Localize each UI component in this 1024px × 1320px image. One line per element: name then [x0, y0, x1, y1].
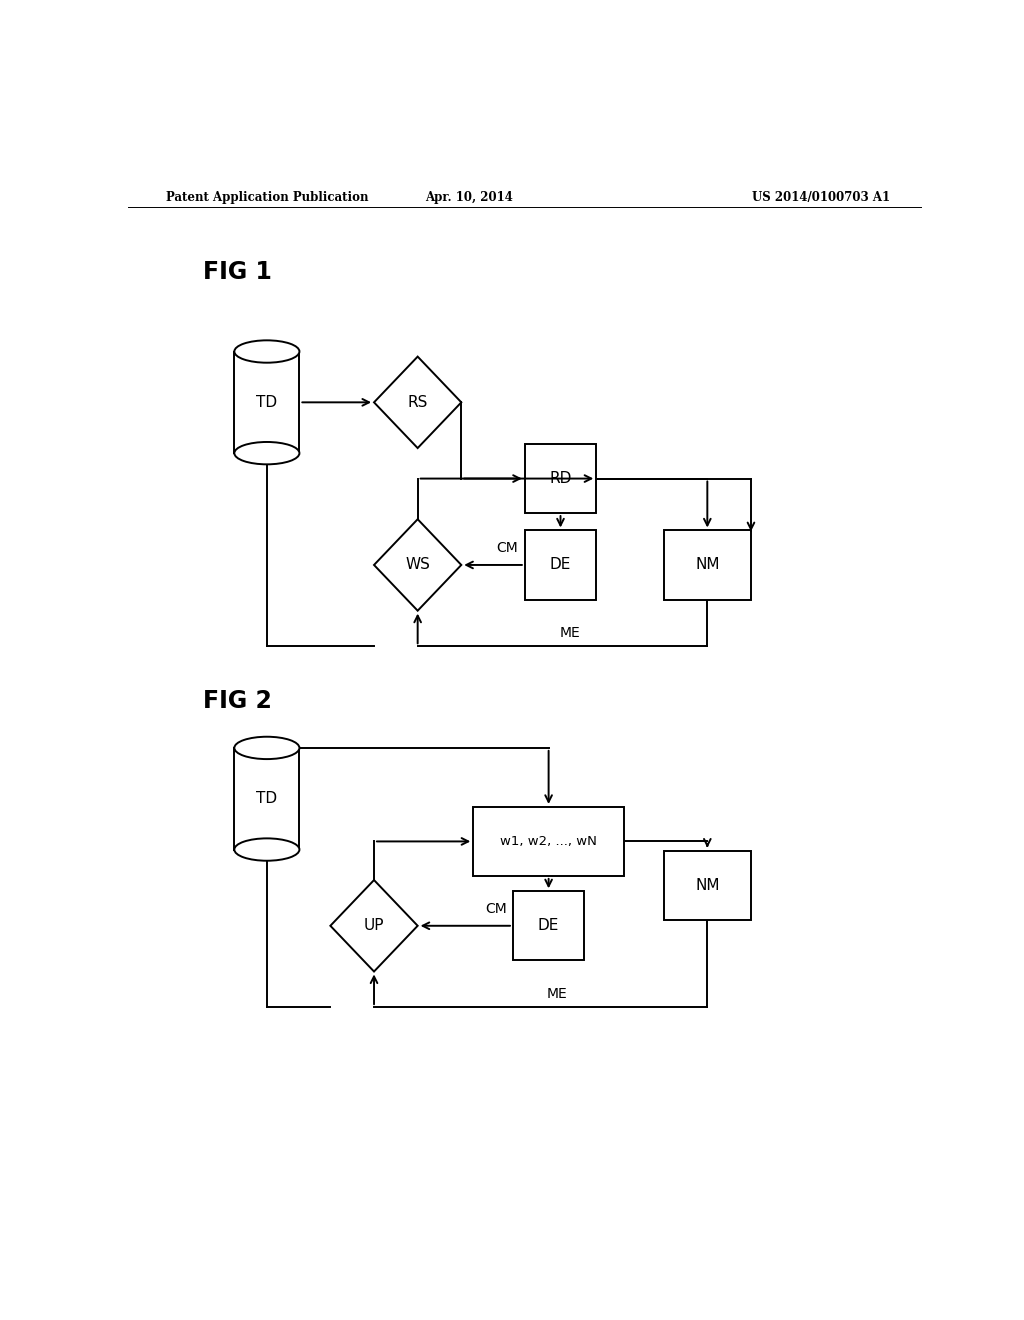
Text: w1, w2, ..., wN: w1, w2, ..., wN [500, 836, 597, 847]
Text: TD: TD [256, 791, 278, 807]
Text: NM: NM [695, 557, 720, 573]
Text: CM: CM [497, 541, 518, 554]
Ellipse shape [234, 737, 299, 759]
Ellipse shape [234, 838, 299, 861]
Polygon shape [374, 519, 461, 611]
Text: FIG 2: FIG 2 [204, 689, 272, 713]
Bar [664, 531, 751, 599]
Text: RD: RD [549, 471, 571, 486]
Text: FIG 1: FIG 1 [204, 260, 272, 284]
Text: RS: RS [408, 395, 428, 409]
Text: US 2014/0100703 A1: US 2014/0100703 A1 [752, 191, 890, 203]
Text: DE: DE [538, 919, 559, 933]
Text: UP: UP [364, 919, 384, 933]
Ellipse shape [234, 442, 299, 465]
Bar [513, 891, 585, 961]
Text: TD: TD [256, 395, 278, 409]
Text: DE: DE [550, 557, 571, 573]
Bar [664, 850, 751, 920]
Text: CM: CM [484, 902, 507, 916]
Text: NM: NM [695, 878, 720, 892]
Text: WS: WS [406, 557, 430, 573]
Bar [524, 531, 596, 599]
Bar [524, 444, 596, 513]
Text: Patent Application Publication: Patent Application Publication [166, 191, 369, 203]
Bar [473, 807, 624, 876]
Ellipse shape [234, 341, 299, 363]
Text: ME: ME [560, 626, 581, 640]
Text: ME: ME [546, 987, 567, 1001]
Polygon shape [331, 880, 418, 972]
Polygon shape [374, 356, 461, 447]
Text: Apr. 10, 2014: Apr. 10, 2014 [425, 191, 513, 203]
